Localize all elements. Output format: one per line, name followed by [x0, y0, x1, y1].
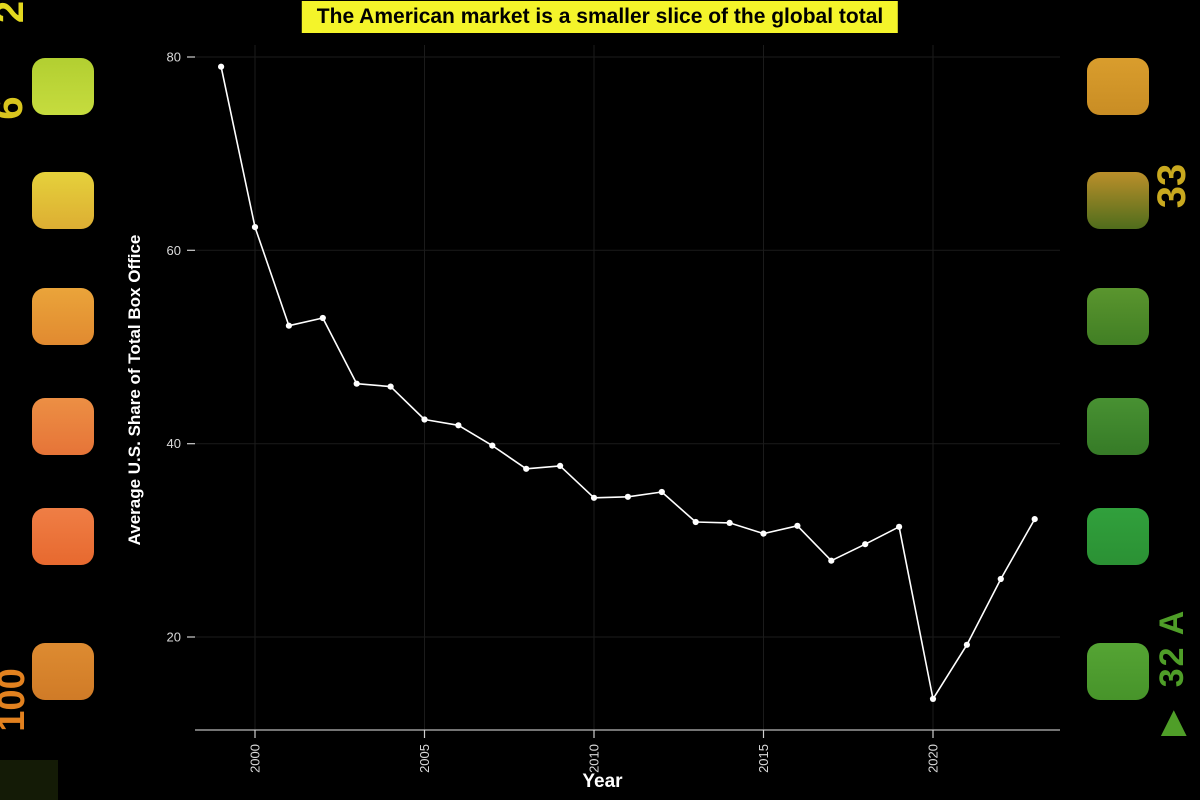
data-point — [692, 518, 699, 526]
y-axis-label: Average U.S. Share of Total Box Office — [125, 234, 144, 546]
data-point — [963, 641, 971, 648]
data-line — [220, 66, 1036, 700]
data-point — [353, 380, 360, 387]
data-point — [658, 488, 665, 496]
x-tick-label: 2015 — [756, 744, 771, 773]
film-sprocket-hole — [1087, 508, 1149, 565]
film-sprocket-hole — [1087, 643, 1149, 700]
data-point — [489, 442, 496, 449]
data-point — [862, 541, 869, 548]
film-sprocket-hole — [1087, 58, 1149, 115]
x-tick-label: 2000 — [248, 744, 263, 773]
data-point — [929, 695, 937, 703]
data-point — [624, 493, 632, 500]
film-arrow-up-icon: ▲ — [1152, 697, 1196, 746]
x-tick-label: 2010 — [587, 744, 602, 773]
data-point — [455, 422, 462, 429]
film-sprocket-hole — [1087, 288, 1149, 345]
y-tick-label: 40 — [167, 436, 181, 451]
data-point — [421, 416, 428, 423]
x-axis-label: Year — [582, 771, 623, 792]
data-point — [590, 494, 598, 501]
film-sprocket-hole — [32, 288, 94, 345]
y-tick-label: 20 — [167, 630, 181, 645]
data-point — [726, 519, 733, 527]
chart-title: The American market is a smaller slice o… — [301, 1, 899, 33]
x-tick-label: 2005 — [417, 744, 432, 773]
data-point — [997, 575, 1004, 583]
data-point — [218, 63, 225, 70]
data-point — [1031, 516, 1038, 523]
data-point — [557, 462, 564, 469]
film-sprocket-hole — [1087, 398, 1149, 455]
film-frame-corner — [0, 760, 58, 800]
data-point — [319, 314, 326, 322]
data-point — [760, 530, 767, 537]
y-tick-label: 60 — [167, 243, 181, 258]
data-point — [828, 557, 835, 564]
data-point — [251, 224, 259, 231]
film-sprocket-hole — [32, 172, 94, 229]
data-point — [387, 383, 394, 390]
film-sprocket-hole — [32, 58, 94, 115]
data-point — [285, 322, 292, 329]
film-sprocket-hole — [32, 398, 94, 455]
film-sprocket-hole — [32, 643, 94, 700]
data-point — [523, 465, 530, 472]
data-point — [896, 523, 903, 530]
film-sprocket-hole — [32, 508, 94, 565]
x-tick-label: 2020 — [926, 744, 941, 773]
y-tick-label: 80 — [167, 50, 181, 65]
data-point — [794, 522, 801, 529]
film-sprocket-hole — [1087, 172, 1149, 229]
